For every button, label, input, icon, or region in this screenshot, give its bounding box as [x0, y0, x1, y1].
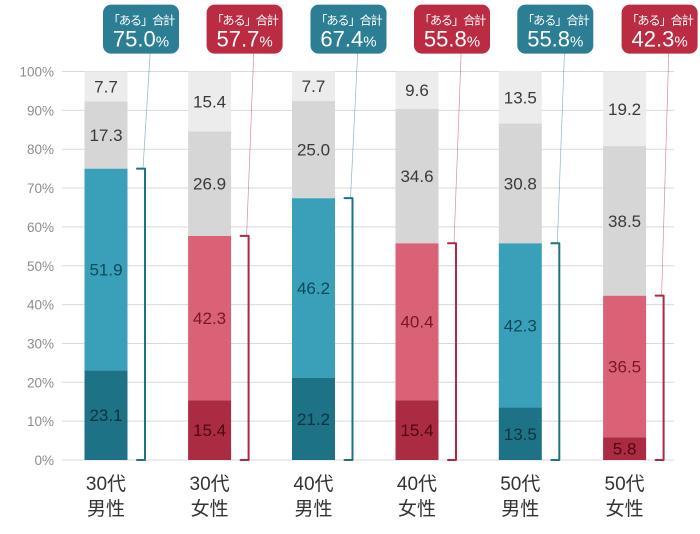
svg-text:40.4: 40.4: [400, 313, 433, 332]
svg-text:100%: 100%: [19, 65, 54, 80]
svg-text:34.6: 34.6: [400, 167, 433, 186]
svg-text:9.6: 9.6: [405, 81, 429, 100]
svg-text:50%: 50%: [27, 259, 54, 274]
svg-text:「ある」合計: 「ある」合計: [315, 13, 382, 28]
svg-text:女性: 女性: [606, 498, 644, 520]
svg-text:17.3: 17.3: [89, 126, 122, 145]
svg-text:7.7: 7.7: [94, 77, 118, 96]
svg-text:40代: 40代: [293, 473, 333, 495]
svg-text:女性: 女性: [191, 498, 229, 520]
svg-text:23.1: 23.1: [89, 406, 122, 425]
svg-text:「ある」合計: 「ある」合計: [108, 13, 175, 28]
svg-text:男性: 男性: [501, 498, 539, 520]
svg-text:5.8: 5.8: [613, 440, 637, 459]
svg-text:30代: 30代: [190, 473, 230, 495]
svg-text:90%: 90%: [27, 103, 54, 118]
svg-text:「ある」合計: 「ある」合計: [626, 13, 693, 28]
svg-text:30%: 30%: [27, 336, 54, 351]
svg-text:20%: 20%: [27, 375, 54, 390]
svg-text:19.2: 19.2: [608, 100, 641, 119]
svg-text:42.3: 42.3: [193, 309, 226, 328]
svg-text:男性: 男性: [87, 498, 125, 520]
svg-text:26.9: 26.9: [193, 175, 226, 194]
svg-text:51.9: 51.9: [89, 260, 122, 279]
svg-text:10%: 10%: [27, 414, 54, 429]
svg-text:「ある」合計: 「ある」合計: [419, 13, 486, 28]
svg-text:0%: 0%: [34, 453, 54, 468]
svg-text:40代: 40代: [397, 473, 437, 495]
svg-text:15.4: 15.4: [400, 421, 433, 440]
svg-text:「ある」合計: 「ある」合計: [522, 13, 589, 28]
svg-text:46.2: 46.2: [297, 279, 330, 298]
svg-text:25.0: 25.0: [297, 141, 330, 160]
svg-text:80%: 80%: [27, 142, 54, 157]
svg-text:42.3: 42.3: [504, 316, 537, 335]
svg-text:15.4: 15.4: [193, 92, 226, 111]
svg-text:38.5: 38.5: [608, 212, 641, 231]
svg-text:70%: 70%: [27, 181, 54, 196]
svg-text:30代: 30代: [86, 473, 126, 495]
svg-text:40%: 40%: [27, 298, 54, 313]
svg-text:50代: 50代: [500, 473, 540, 495]
svg-text:男性: 男性: [294, 498, 332, 520]
svg-text:21.2: 21.2: [297, 410, 330, 429]
svg-text:15.4: 15.4: [193, 421, 226, 440]
svg-text:13.5: 13.5: [504, 425, 537, 444]
svg-text:13.5: 13.5: [504, 88, 537, 107]
svg-text:30.8: 30.8: [504, 174, 537, 193]
svg-text:50代: 50代: [605, 473, 645, 495]
svg-text:36.5: 36.5: [608, 358, 641, 377]
svg-text:60%: 60%: [27, 220, 54, 235]
svg-text:女性: 女性: [398, 498, 436, 520]
svg-text:7.7: 7.7: [302, 77, 326, 96]
svg-text:「ある」合計: 「ある」合計: [211, 13, 278, 28]
